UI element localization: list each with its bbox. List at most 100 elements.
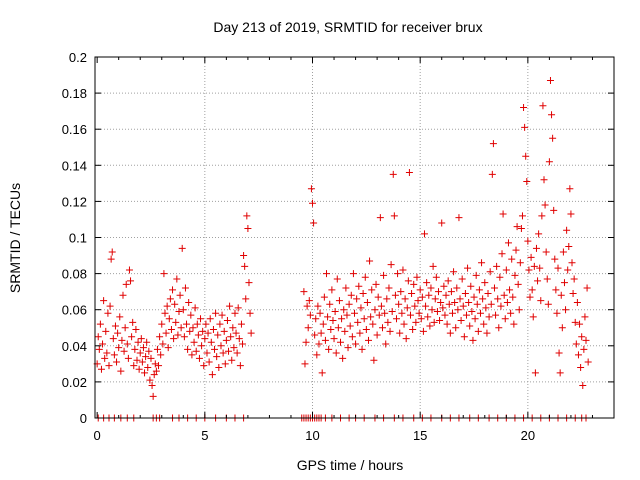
data-point [103,349,111,357]
data-point [344,344,352,352]
data-point [443,320,451,328]
data-point [342,284,350,292]
data-point [173,275,181,283]
data-point [424,313,432,321]
data-point [370,356,378,364]
data-point [146,376,154,384]
data-point [136,349,144,357]
data-point [395,300,403,308]
data-point [353,295,361,303]
data-point [305,297,313,305]
data-point [359,289,367,297]
data-point [507,309,515,317]
data-point [213,353,221,361]
data-point [313,351,321,359]
data-point [383,295,391,303]
data-point [135,365,143,373]
data-point [162,329,170,337]
data-point [185,298,193,306]
data-point [543,275,551,283]
data-point [377,302,385,310]
data-point [201,335,209,343]
data-point [181,284,189,292]
data-point [412,318,420,326]
data-point [326,300,334,308]
data-point [480,320,488,328]
data-point [405,169,413,177]
data-point [229,324,237,332]
data-point [501,315,509,323]
data-point [374,293,382,301]
data-point [158,320,166,328]
data-point [215,363,223,371]
data-point [333,275,341,283]
data-point [391,291,399,299]
data-point [137,335,145,343]
data-point [172,318,180,326]
data-point [450,268,458,276]
data-point [416,286,424,294]
data-point [161,309,169,317]
data-point [520,104,528,112]
data-point [175,308,183,316]
data-point [108,248,116,256]
data-point [241,262,249,270]
data-point [515,306,523,314]
data-point [243,212,251,220]
data-point [488,170,496,178]
data-point [171,300,179,308]
data-point [508,255,516,263]
data-point [523,178,531,186]
data-point [334,324,342,332]
data-point [390,212,398,220]
data-point [110,351,118,359]
data-point [470,293,478,301]
data-point [479,295,487,303]
data-point [497,302,505,310]
data-point [187,311,195,319]
data-point [239,340,247,348]
data-point [129,318,137,326]
data-point [246,309,254,317]
data-point [151,360,159,368]
data-point [538,212,546,220]
data-point [358,345,366,353]
data-point [385,284,393,292]
data-point [384,318,392,326]
data-point [528,286,536,294]
y-tick-label: 0.12 [62,194,87,209]
data-point [536,264,544,272]
data-point [97,365,105,373]
x-tick-label: 10 [305,428,319,443]
data-point [133,356,141,364]
y-tick-label: 0.16 [62,122,87,137]
data-point [230,344,238,352]
data-point [485,313,493,321]
data-point [100,297,108,305]
data-point [117,367,125,375]
data-point [310,219,318,227]
data-point [436,317,444,325]
data-point [114,329,122,337]
data-point [364,336,372,344]
data-point [138,358,146,366]
data-point [169,286,177,294]
data-point [190,338,198,346]
data-point [178,244,186,252]
data-point [475,286,483,294]
y-tick-label: 0.04 [62,339,87,354]
grid-lines [95,57,614,418]
data-point [149,392,157,400]
x-tick-label: 0 [94,428,101,443]
data-point [242,295,250,303]
data-point [159,340,167,348]
data-point [352,340,360,348]
data-point [568,259,576,267]
data-point [312,315,320,323]
data-point [321,336,329,344]
data-point [574,351,582,359]
data-point [506,286,514,294]
data-point [557,291,565,299]
data-point [99,340,107,348]
data-point [231,309,239,317]
